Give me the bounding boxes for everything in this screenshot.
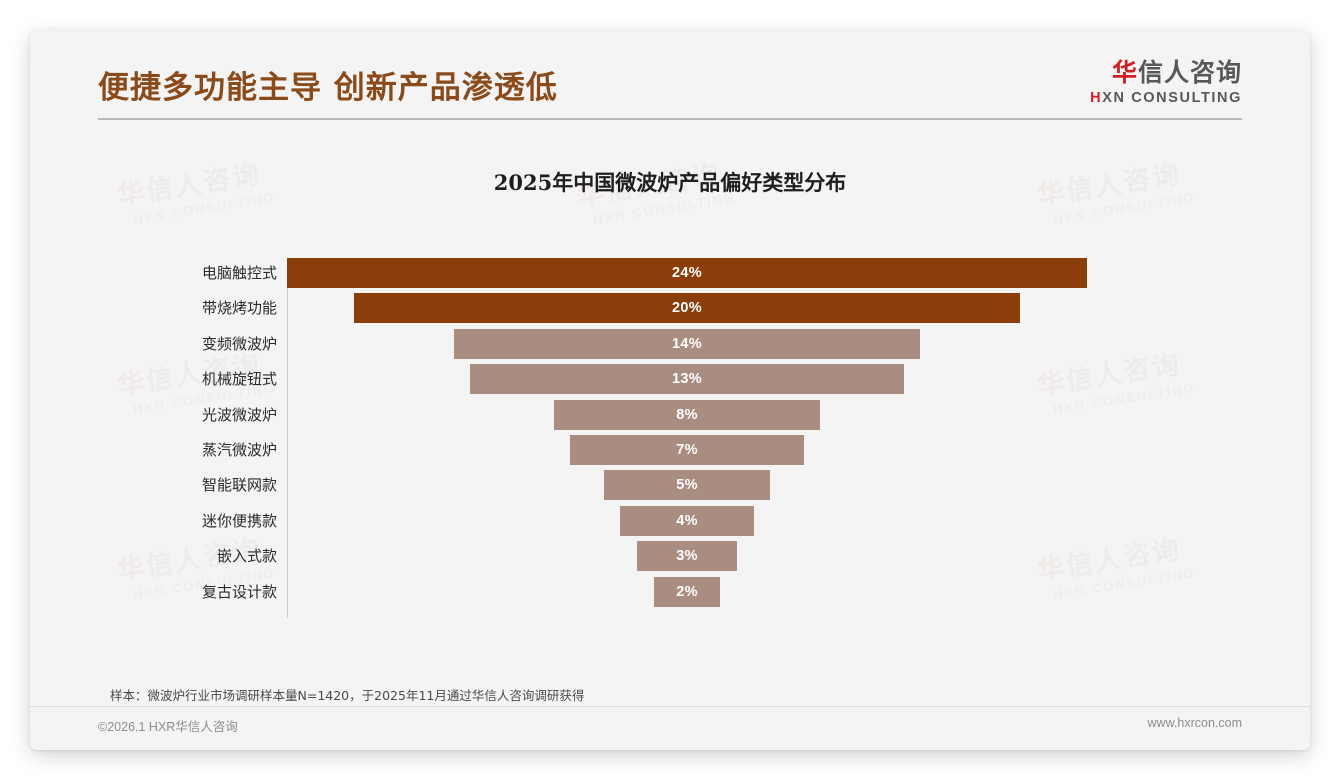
chart-bar: 24% — [287, 258, 1087, 288]
chart-bar-value: 20% — [672, 300, 702, 317]
brand-logo-english-first: H — [1090, 90, 1103, 106]
chart-bar: 8% — [553, 399, 821, 430]
brand-logo-english: HXN CONSULTING — [1090, 89, 1242, 108]
chart-row: 带烧烤功能 20% — [30, 293, 1310, 324]
chart-category-label: 迷你便携款 — [201, 511, 277, 530]
chart-bar-value: 14% — [672, 335, 702, 352]
chart-bar: 14% — [453, 328, 921, 359]
chart-category-label: 智能联网款 — [201, 476, 277, 495]
footer-divider — [30, 706, 1310, 707]
page-title: 便捷多功能主导 创新产品渗透低 — [98, 70, 558, 106]
chart-bar-value: 5% — [676, 477, 698, 494]
chart-bar-value: 4% — [676, 512, 698, 529]
chart-bar: 4% — [620, 505, 754, 536]
brand-logo-chinese-rest: 信人咨询 — [1137, 58, 1242, 87]
footer-website[interactable]: www.hxrcon.com — [1147, 716, 1242, 730]
chart-bar-value: 8% — [676, 406, 698, 423]
brand-logo-english-rest: XN CONSULTING — [1102, 90, 1242, 106]
chart-category-label: 光波微波炉 — [201, 405, 277, 424]
brand-logo: 华信人咨询 HXN CONSULTING — [1090, 58, 1242, 108]
chart-category-label: 蒸汽微波炉 — [201, 441, 277, 459]
chart-category-label: 嵌入式款 — [216, 547, 277, 566]
chart-row: 变频微波炉 14% — [30, 328, 1310, 359]
chart-category-label: 电脑触控式 — [201, 264, 277, 282]
watermark-english-first: H — [132, 210, 146, 228]
chart-bar: 20% — [353, 293, 1021, 324]
chart-bar-value: 3% — [676, 548, 698, 565]
brand-logo-chinese-first: 华 — [1111, 58, 1138, 87]
watermark-english-first: H — [1052, 210, 1066, 228]
brand-logo-chinese: 华信人咨询 — [1090, 58, 1242, 88]
chart-row: 机械旋钮式 13% — [30, 364, 1310, 395]
chart-row: 智能联网款 5% — [30, 470, 1310, 501]
chart-category-label: 带烧烤功能 — [201, 299, 277, 318]
chart-axis-line — [287, 258, 288, 618]
slide-panel: 华信人咨询 HXN CONSULTING 华信人咨询 HXN CONSULTING 华信… — [30, 30, 1310, 750]
chart-footnote: 样本：微波炉行业市场调研样本量N=1420，于2025年11月通过华信人咨询调研… — [110, 688, 585, 703]
chart-bar: 3% — [637, 541, 737, 572]
chart-bar-value: 7% — [676, 442, 698, 458]
chart-row: 电脑触控式 24% — [30, 258, 1310, 288]
chart-bar: 7% — [570, 435, 804, 465]
chart-bar-value: 13% — [672, 371, 702, 388]
chart-category-label: 复古设计款 — [201, 582, 277, 601]
chart-row: 嵌入式款 3% — [30, 541, 1310, 572]
chart-bar: 2% — [653, 576, 721, 607]
funnel-chart: 电脑触控式 24% 带烧烤功能 20% 变频微波炉 14% 机械旋钮式 13% 光波微波炉 8% 蒸… — [30, 240, 1310, 630]
chart-bar: 13% — [470, 364, 904, 395]
chart-category-label: 机械旋钮式 — [201, 370, 277, 389]
chart-bar: 5% — [603, 470, 771, 501]
chart-title: 2025年中国微波炉产品偏好类型分布 — [493, 170, 847, 195]
header-divider — [98, 118, 1242, 120]
chart-row: 复古设计款 2% — [30, 576, 1310, 607]
chart-bar-value: 24% — [672, 265, 702, 281]
footer-copyright: ©2026.1 HXR华信人咨询 — [98, 720, 238, 734]
chart-category-label: 变频微波炉 — [201, 334, 277, 353]
chart-row: 迷你便携款 4% — [30, 505, 1310, 536]
chart-bar-value: 2% — [676, 583, 698, 600]
chart-row: 光波微波炉 8% — [30, 399, 1310, 430]
chart-row: 蒸汽微波炉 7% — [30, 435, 1310, 465]
watermark-english-first: H — [592, 210, 606, 228]
